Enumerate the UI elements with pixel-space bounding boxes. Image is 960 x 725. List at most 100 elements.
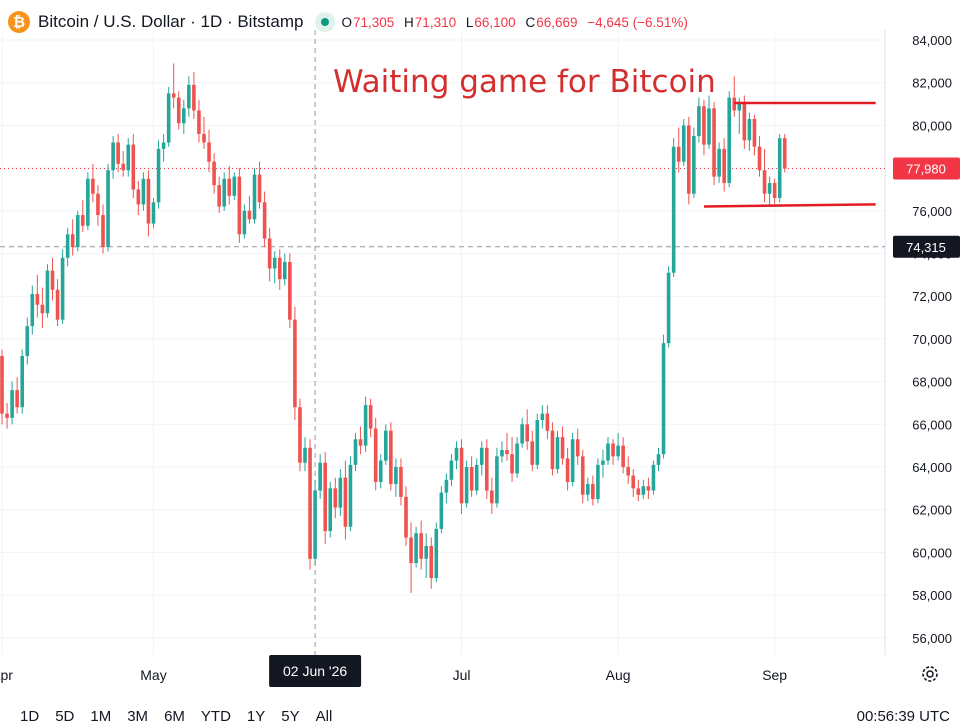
timeframe-all[interactable]: All [315,708,333,725]
candle-body [712,108,716,177]
candle-body [399,467,403,497]
trendlines-layer [703,101,876,208]
candle [777,133,782,203]
candle-body [520,424,524,444]
candle-body [449,460,454,480]
y-tick-label: 84,000 [912,33,952,48]
candle [752,114,757,156]
candle [575,428,580,465]
candle [611,439,615,465]
candle [298,398,302,472]
y-tick-label: 82,000 [912,76,952,91]
candle [656,447,661,472]
candle [495,447,499,508]
candle [586,477,590,502]
candle-body [308,447,312,559]
candle-body [742,101,747,141]
candle [303,437,307,472]
candle-body [525,424,529,442]
candle [747,112,752,152]
candle [681,118,686,166]
candle [570,432,575,487]
candle-body [495,456,499,504]
candle-body [545,413,550,431]
candle-body [283,262,287,280]
candle-body [606,443,610,461]
candle [343,460,348,540]
change-value: −4,645 (−6.51%) [587,14,688,30]
candle [772,178,777,205]
timeframe-ytd[interactable]: YTD [200,708,231,725]
candle [333,477,338,519]
candle-body [671,146,676,273]
y-tick-label: 68,000 [912,375,952,390]
candle [510,437,514,482]
candle-body [737,101,742,111]
settings-gear-icon[interactable] [920,664,940,684]
candle-body [384,430,388,461]
candle-body [192,84,196,111]
candle [601,449,605,478]
timeframe-5d[interactable]: 5D [55,708,75,725]
candle [616,432,620,461]
candle [247,195,252,224]
candle [767,176,772,207]
crosshair-date-tag: 02 Jun '26 [269,655,362,687]
candle [424,533,428,579]
candle-body [247,210,252,220]
candle-body [409,537,413,564]
timeframe-1d[interactable]: 1D [20,708,40,725]
timeframe-5y[interactable]: 5Y [281,708,300,725]
candle-body [45,270,50,314]
candle [545,405,550,440]
candle-body [136,189,141,205]
candle-body [459,447,464,504]
market-status-icon[interactable] [315,12,336,32]
last-price-tag: 77,980 [893,157,960,180]
candle-body [641,486,646,495]
y-tick-label: 62,000 [912,503,952,518]
candle-body [777,138,782,198]
candle-body [687,125,691,194]
candle-body [101,215,105,248]
candle [419,520,423,570]
candle-body [555,437,560,470]
candle [702,99,706,156]
timeframe-1y[interactable]: 1Y [246,708,266,725]
candle [565,447,570,491]
candle-body [439,492,444,529]
candle [646,477,651,500]
candle [288,253,292,329]
symbol-title[interactable]: Bitcoin / U.S. Dollar · 1D · Bitstamp [38,12,304,31]
candle [20,349,24,414]
timeframe-6m[interactable]: 6M [164,708,185,725]
utc-clock[interactable]: 00:56:39 UTC [856,708,950,725]
candle-body [510,454,514,474]
candle [530,430,535,472]
candle-body [262,202,267,239]
candle [141,172,146,211]
candle-body [161,142,166,149]
candle [187,76,191,117]
candle [782,133,787,173]
candle [65,227,70,267]
candle [762,148,767,203]
timeframe-3m[interactable]: 3M [127,708,149,725]
candle-body [404,496,408,538]
bitcoin-icon: ₿ [8,11,30,33]
x-tick-label: Apr [0,667,13,683]
crosshair-date-label: 02 Jun '26 [283,663,347,679]
candle [535,413,540,470]
candle-body [298,407,302,463]
candle-body [762,170,767,194]
candle [606,437,610,465]
candle-body [601,460,605,465]
candle [444,473,449,504]
candle-body [171,93,176,98]
timeframe-1m[interactable]: 1M [90,708,112,725]
trendline[interactable] [703,203,876,208]
candle-body [81,215,85,226]
candle [126,138,131,177]
candle-body [141,178,146,205]
